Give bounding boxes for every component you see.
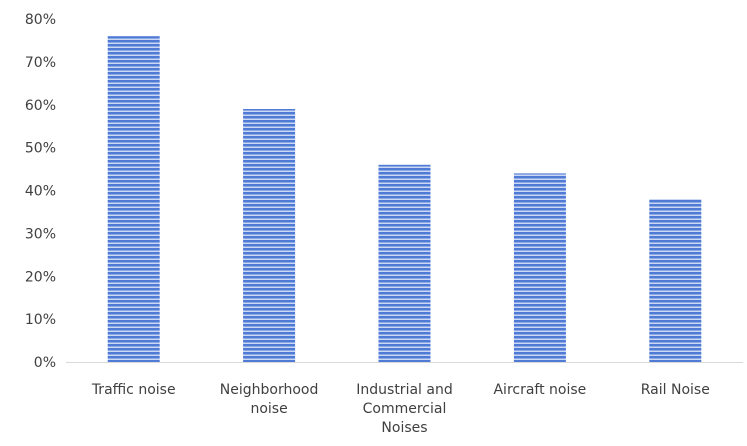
x-category-label-line: noise [250,401,287,417]
bar [107,36,160,362]
y-tick-label: 20% [25,269,56,285]
x-category-label-line: Industrial and [356,382,452,398]
x-axis-category-labels: Traffic noise Neighborhood noise Industrial… [91,382,710,436]
x-category-label-line: Neighborhood [220,382,319,398]
x-category-label: Aircraft noise [493,382,586,398]
bar [243,109,296,362]
y-tick-label: 10% [25,312,56,328]
y-axis-tick-labels: 0% 10% 20% 30% 40% 50% 60% 70% 80% [25,12,56,371]
y-tick-label: 50% [25,141,56,157]
y-tick-label: 30% [25,226,56,242]
bar [513,173,566,362]
y-tick-label: 60% [25,98,56,114]
x-category-label-line: Aircraft noise [493,382,586,398]
y-tick-label: 80% [25,12,56,28]
x-category-label-line: Traffic noise [91,382,176,398]
bar [378,164,431,362]
x-category-label: Industrial and Commercial Noises [356,382,452,436]
x-category-label: Traffic noise [91,382,176,398]
y-tick-label: 70% [25,55,56,71]
bar-series [107,36,702,362]
x-category-label: Neighborhood noise [220,382,319,417]
y-tick-label: 0% [34,355,56,371]
x-category-label-line: Commercial [363,401,447,417]
x-category-label-line: Noises [381,420,427,436]
bar [649,199,702,362]
x-category-label-line: Rail Noise [641,382,710,398]
x-category-label: Rail Noise [641,382,710,398]
y-tick-label: 40% [25,184,56,200]
